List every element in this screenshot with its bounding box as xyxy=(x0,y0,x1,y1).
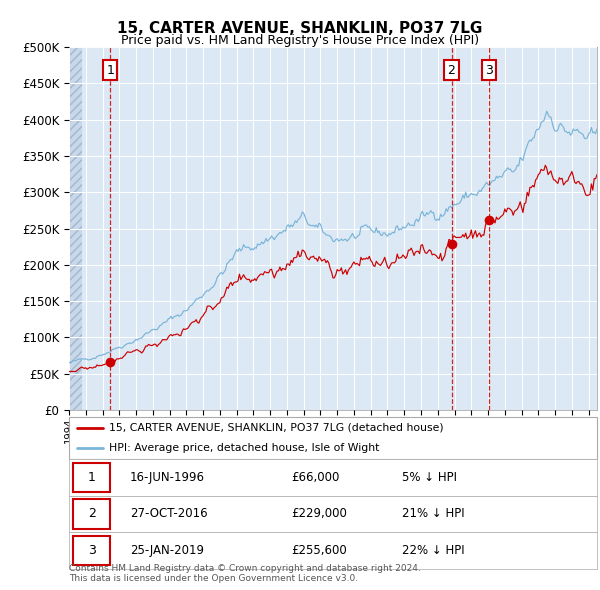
Text: 1: 1 xyxy=(106,64,114,77)
FancyBboxPatch shape xyxy=(69,417,597,459)
Text: 27-OCT-2016: 27-OCT-2016 xyxy=(130,507,208,520)
FancyBboxPatch shape xyxy=(69,459,597,496)
Text: 15, CARTER AVENUE, SHANKLIN, PO37 7LG (detached house): 15, CARTER AVENUE, SHANKLIN, PO37 7LG (d… xyxy=(109,422,443,432)
FancyBboxPatch shape xyxy=(73,499,110,529)
Text: 2: 2 xyxy=(448,64,455,77)
FancyBboxPatch shape xyxy=(69,532,597,569)
Text: £255,600: £255,600 xyxy=(291,544,347,557)
Text: Price paid vs. HM Land Registry's House Price Index (HPI): Price paid vs. HM Land Registry's House … xyxy=(121,34,479,47)
Text: 25-JAN-2019: 25-JAN-2019 xyxy=(130,544,204,557)
Text: £66,000: £66,000 xyxy=(291,471,339,484)
Text: 21% ↓ HPI: 21% ↓ HPI xyxy=(401,507,464,520)
Text: 3: 3 xyxy=(88,544,95,557)
Text: 15, CARTER AVENUE, SHANKLIN, PO37 7LG: 15, CARTER AVENUE, SHANKLIN, PO37 7LG xyxy=(118,21,482,35)
Text: 2: 2 xyxy=(88,507,95,520)
FancyBboxPatch shape xyxy=(69,496,597,532)
Text: 16-JUN-1996: 16-JUN-1996 xyxy=(130,471,205,484)
FancyBboxPatch shape xyxy=(73,463,110,492)
Bar xyxy=(69,47,82,410)
Text: 3: 3 xyxy=(485,64,493,77)
FancyBboxPatch shape xyxy=(73,536,110,565)
Text: 1: 1 xyxy=(88,471,95,484)
Text: 22% ↓ HPI: 22% ↓ HPI xyxy=(401,544,464,557)
Text: 5% ↓ HPI: 5% ↓ HPI xyxy=(401,471,457,484)
Text: HPI: Average price, detached house, Isle of Wight: HPI: Average price, detached house, Isle… xyxy=(109,443,379,453)
Text: Contains HM Land Registry data © Crown copyright and database right 2024.
This d: Contains HM Land Registry data © Crown c… xyxy=(69,563,421,583)
Text: £229,000: £229,000 xyxy=(291,507,347,520)
